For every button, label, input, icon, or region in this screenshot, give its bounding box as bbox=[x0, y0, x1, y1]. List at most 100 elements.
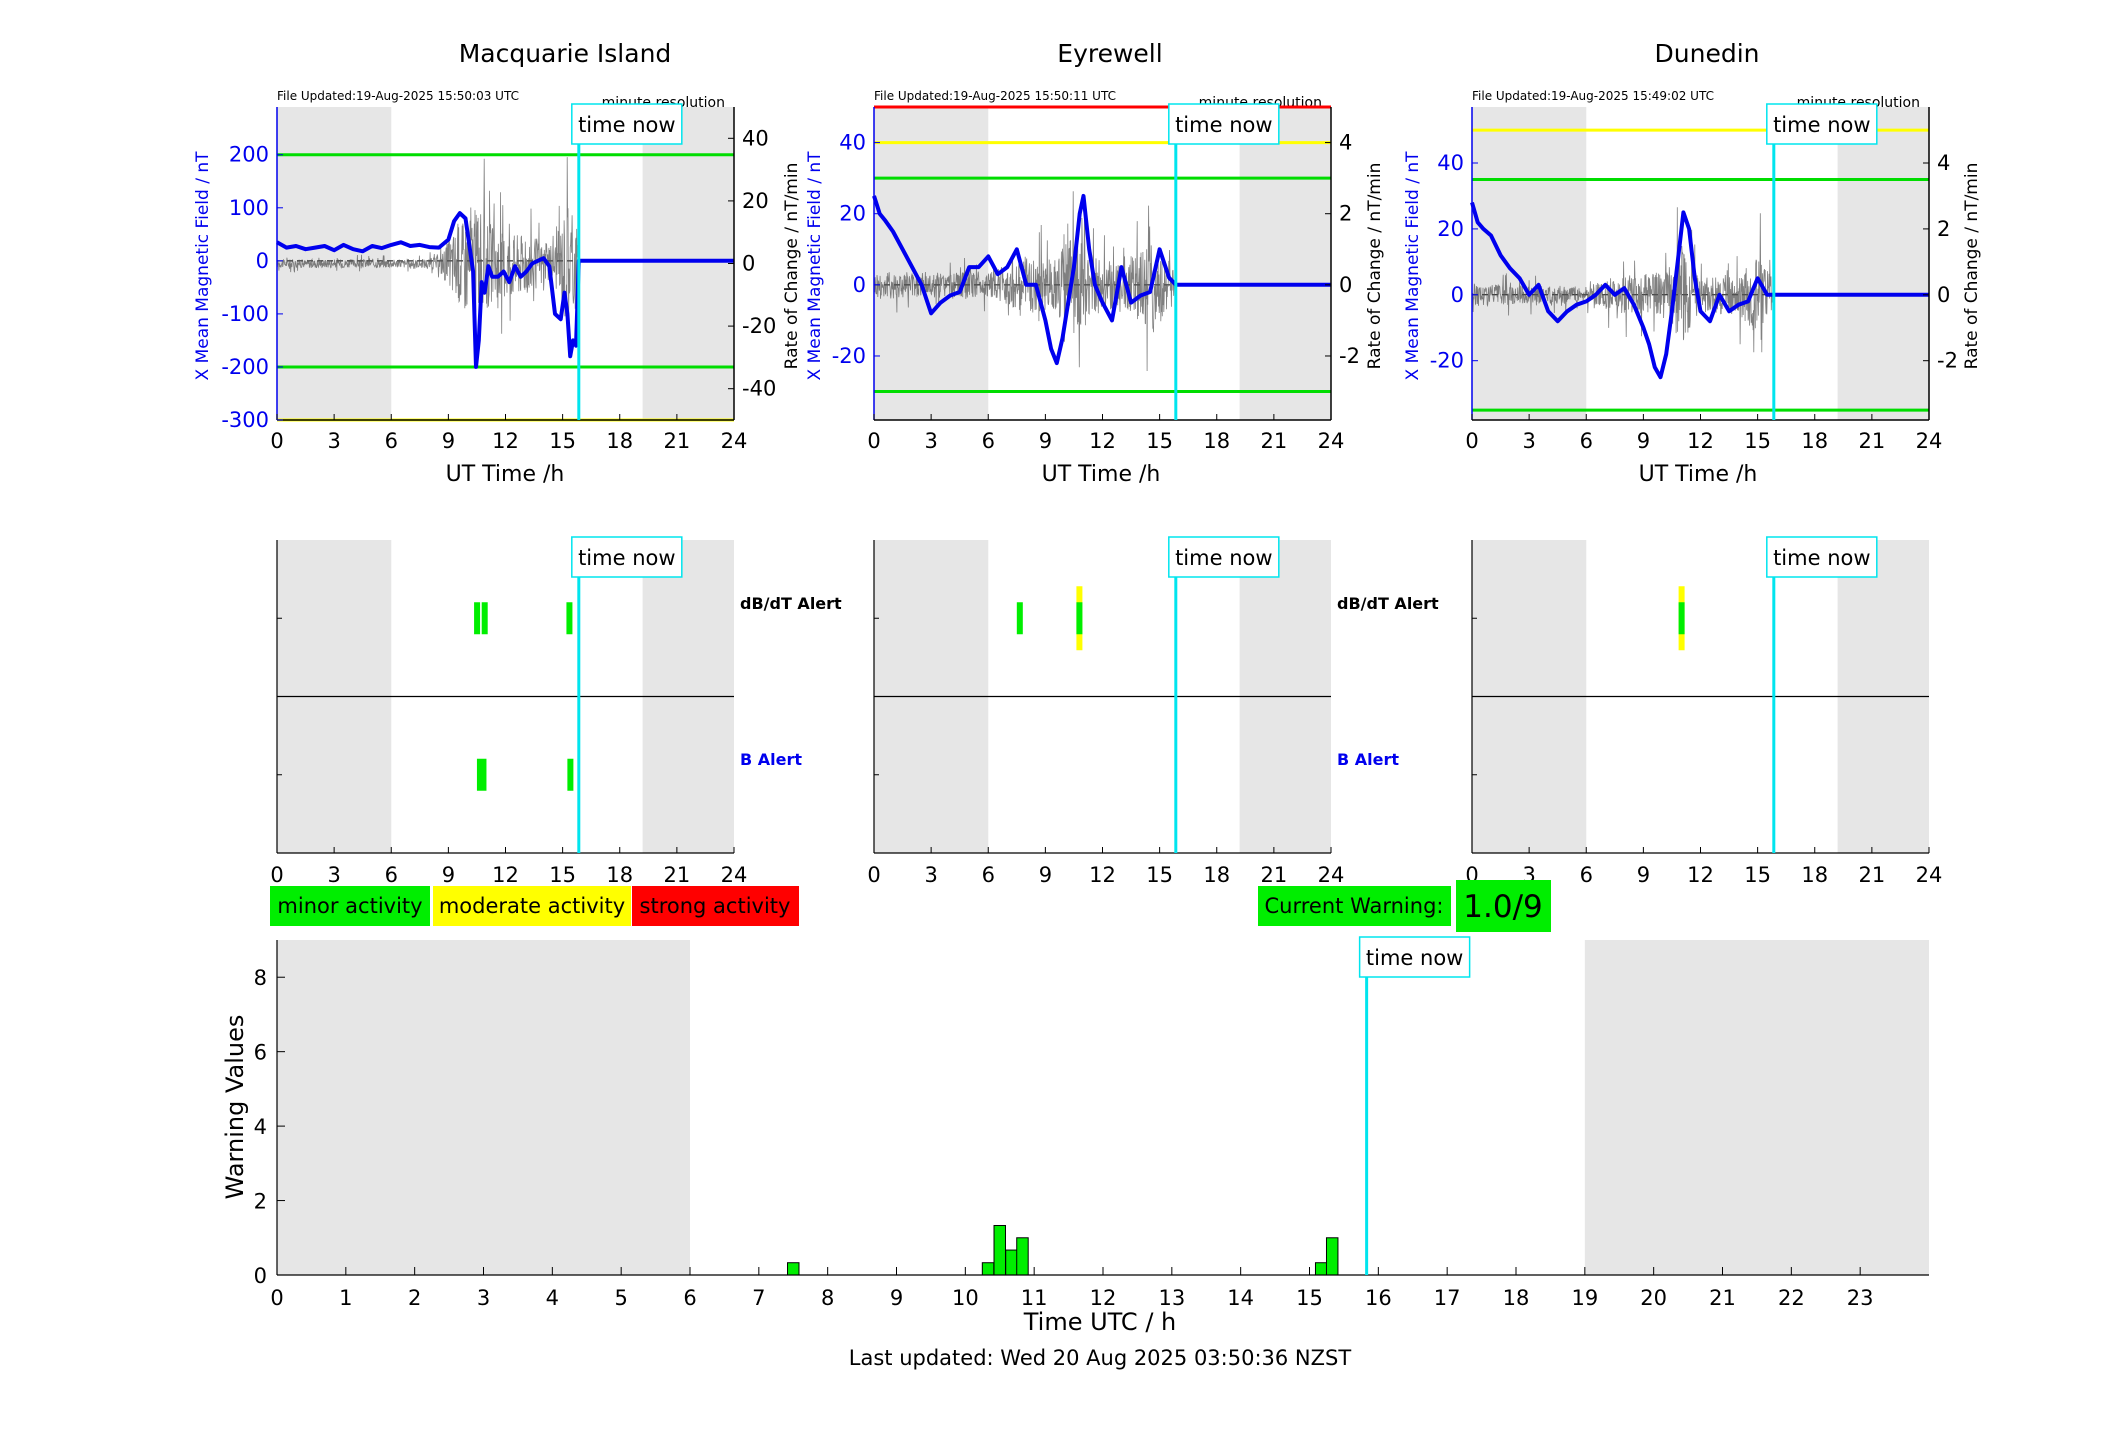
x-tick-label: 18 bbox=[1203, 429, 1230, 453]
x-tick-label: 0 bbox=[270, 1286, 283, 1310]
x-tick-label: 16 bbox=[1365, 1286, 1392, 1310]
time-now-label: time now bbox=[1175, 113, 1272, 137]
time-now-box bbox=[1168, 536, 1280, 578]
legend-moderate-swatch bbox=[433, 886, 631, 926]
xlabel: UT Time /h bbox=[1042, 462, 1161, 487]
x-tick-label: 21 bbox=[1261, 429, 1288, 453]
field-plot: 0 3 6 9 12 15 18 21 24-300-200-1000100200-40-200… bbox=[221, 103, 776, 453]
y-tick-label: 6 bbox=[254, 1041, 267, 1065]
x-tick-label: 9 bbox=[442, 863, 455, 887]
left-ylabel: X Mean Magnetic Field / nT bbox=[1403, 151, 1423, 381]
x-tick-label: 9 bbox=[442, 429, 455, 453]
y-right-tick-label: 0 bbox=[1339, 273, 1352, 297]
x-tick-label: 21 bbox=[664, 429, 691, 453]
x-tick-label: 6 bbox=[982, 429, 995, 453]
file-updated-label: File Updated:19-Aug-2025 15:49:02 UTC bbox=[1472, 89, 1714, 103]
time-now-box bbox=[1766, 103, 1878, 145]
alert-panel-macquarie: 0 3 6 9 12 15 18 21 24 time now dB/dT Alert B Ale… bbox=[270, 536, 842, 887]
x-tick-label: 6 bbox=[1580, 429, 1593, 453]
left-ylabel: X Mean Magnetic Field / nT bbox=[805, 151, 825, 381]
y-right-tick-label: 0 bbox=[1937, 283, 1950, 307]
y-right-tick-label: -2 bbox=[1937, 349, 1958, 373]
b-alert-label: B Alert bbox=[740, 750, 802, 769]
x-tick-label: 18 bbox=[606, 863, 633, 887]
x-tick-label: 9 bbox=[890, 1286, 903, 1310]
station-panel-dunedin: Dunedin File Updated:19-Aug-2025 15:49:0… bbox=[1403, 39, 1982, 487]
x-tick-label: 21 bbox=[1709, 1286, 1736, 1310]
y-tick-label: 200 bbox=[229, 143, 269, 167]
right-ylabel: Rate of Change / nT/min bbox=[1962, 163, 1982, 370]
x-tick-label: 1 bbox=[339, 1286, 352, 1310]
y-right-tick-label: 0 bbox=[742, 252, 755, 276]
y-right-tick-label: -20 bbox=[742, 314, 776, 338]
x-tick-label: 18 bbox=[1203, 863, 1230, 887]
x-tick-label: 3 bbox=[924, 863, 937, 887]
x-tick-label: 8 bbox=[821, 1286, 834, 1310]
x-tick-label: 7 bbox=[752, 1286, 765, 1310]
x-tick-label: 5 bbox=[614, 1286, 627, 1310]
last-updated-label: Last updated: Wed 20 Aug 2025 03:50:36 N… bbox=[849, 1346, 1352, 1370]
time-now-label: time now bbox=[578, 113, 675, 137]
x-tick-label: 24 bbox=[1916, 429, 1943, 453]
x-tick-label: 6 bbox=[683, 1286, 696, 1310]
y-tick-label: 100 bbox=[229, 196, 269, 220]
legend-moderate-label: moderate activity bbox=[439, 894, 625, 918]
alert-block-minor bbox=[566, 602, 573, 635]
warning-bar bbox=[1005, 1249, 1018, 1276]
file-updated-label: File Updated:19-Aug-2025 15:50:03 UTC bbox=[277, 89, 519, 103]
station-title: Macquarie Island bbox=[459, 39, 672, 68]
x-tick-label: 18 bbox=[1503, 1286, 1530, 1310]
legend-minor-label: minor activity bbox=[277, 894, 422, 918]
x-tick-label: 24 bbox=[1318, 863, 1345, 887]
warning-bar bbox=[1325, 1237, 1339, 1276]
y-tick-label: -20 bbox=[832, 344, 866, 368]
time-now-label: time now bbox=[1773, 113, 1870, 137]
x-tick-label: 3 bbox=[1522, 429, 1535, 453]
x-tick-label: 6 bbox=[385, 429, 398, 453]
y-tick-label: 0 bbox=[853, 273, 866, 297]
legend-minor-swatch bbox=[270, 886, 430, 926]
x-tick-label: 6 bbox=[385, 863, 398, 887]
x-tick-label: 13 bbox=[1158, 1286, 1185, 1310]
x-tick-label: 24 bbox=[721, 429, 748, 453]
alert-block-minor bbox=[1076, 602, 1083, 635]
x-tick-label: 23 bbox=[1847, 1286, 1874, 1310]
x-tick-label: 17 bbox=[1434, 1286, 1461, 1310]
x-tick-label: 3 bbox=[924, 429, 937, 453]
time-now-box bbox=[571, 536, 683, 578]
warning-xlabel: Time UTC / h bbox=[1023, 1308, 1177, 1336]
time-now-box bbox=[1168, 103, 1280, 145]
right-ylabel: Rate of Change / nT/min bbox=[782, 163, 802, 370]
xlabel: UT Time /h bbox=[1639, 462, 1758, 487]
night-shading bbox=[1472, 107, 1587, 420]
x-tick-label: 9 bbox=[1039, 429, 1052, 453]
alert-block-minor bbox=[481, 602, 488, 635]
y-tick-label: 0 bbox=[1451, 283, 1464, 307]
legend-strong-label: strong activity bbox=[640, 894, 791, 918]
activity-legend: minor activity moderate activity strong … bbox=[270, 886, 799, 926]
alert-block-minor bbox=[1016, 602, 1023, 635]
station-panel-macquarie: Macquarie Island File Updated:19-Aug-202… bbox=[193, 39, 802, 487]
x-tick-label: 19 bbox=[1571, 1286, 1598, 1310]
x-tick-label: 18 bbox=[1801, 863, 1828, 887]
y-tick-label: 4 bbox=[254, 1115, 267, 1139]
x-tick-label: 3 bbox=[477, 1286, 490, 1310]
alert-panel-eyrewell: 0 3 6 9 12 15 18 21 24 time now dB/dT Alert B Ale… bbox=[867, 536, 1439, 887]
x-tick-label: 3 bbox=[327, 863, 340, 887]
x-tick-label: 0 bbox=[270, 863, 283, 887]
warning-bar bbox=[1016, 1237, 1029, 1276]
x-tick-label: 14 bbox=[1227, 1286, 1254, 1310]
x-tick-label: 9 bbox=[1637, 429, 1650, 453]
y-tick-label: -100 bbox=[221, 302, 269, 326]
x-tick-label: 15 bbox=[1146, 429, 1173, 453]
x-tick-label: 12 bbox=[1089, 429, 1116, 453]
dbdt-alert-label: dB/dT Alert bbox=[1337, 594, 1439, 613]
y-tick-label: -20 bbox=[1430, 349, 1464, 373]
x-tick-label: 12 bbox=[492, 863, 519, 887]
x-tick-label: 9 bbox=[1637, 863, 1650, 887]
rate-of-change-series bbox=[276, 157, 579, 334]
x-tick-label: 15 bbox=[1744, 863, 1771, 887]
warning-bar bbox=[981, 1262, 995, 1276]
